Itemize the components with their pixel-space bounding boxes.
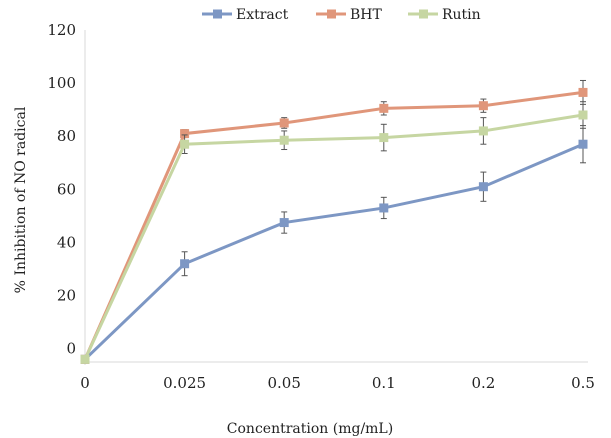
series-extract [80,125,588,364]
data-point [578,139,588,149]
y-tick-label: 120 [47,21,76,39]
data-point [279,135,289,145]
data-point [379,203,389,213]
data-point [279,118,289,128]
legend: Extract BHT Rutin [202,7,481,23]
data-point [180,139,190,149]
x-tick-label: 0.05 [267,374,300,392]
y-tick-label: 100 [47,74,76,92]
data-point [279,218,289,228]
x-tick-label: 0.025 [163,374,206,392]
data-point [379,133,389,143]
legend-swatch-marker [213,9,222,19]
legend-label: Rutin [442,7,481,23]
legend-item-bht: BHT [316,7,382,23]
data-point [180,259,190,269]
data-point [379,103,389,113]
series-line [83,113,584,360]
data-point [578,110,588,120]
series-line [83,90,584,360]
data-point [180,129,190,139]
legend-label: Extract [236,7,289,23]
y-tick-label: 0 [66,340,76,358]
data-point [478,126,488,136]
y-axis: 0 20 40 60 80 100 120 [47,21,86,365]
x-axis-title: Concentration (mg/mL) [227,421,393,437]
y-tick-label: 40 [57,233,76,251]
series-rutin [80,101,588,364]
plot-area [80,79,588,364]
y-tick-label: 80 [57,127,76,145]
data-point [578,87,588,97]
x-tick-label: 0.5 [571,374,595,392]
legend-item-extract: Extract [202,7,289,23]
series-bht [80,79,588,364]
data-point [80,354,90,364]
y-tick-label: 60 [57,180,76,198]
legend-swatch-marker [327,9,336,19]
y-tick-label: 20 [57,287,76,305]
legend-swatch-marker [419,9,428,19]
x-tick-label: 0.1 [372,374,396,392]
x-tick-label: 0 [80,374,90,392]
series-line [83,142,584,361]
data-point [478,101,488,111]
legend-label: BHT [350,7,382,23]
y-axis-title: % Inhibition of NO radical [13,106,29,293]
x-axis: 0 0.025 0.05 0.1 0.2 0.5 [80,361,595,392]
data-point [478,182,488,192]
x-tick-label: 0.2 [471,374,495,392]
legend-item-rutin: Rutin [408,7,481,23]
